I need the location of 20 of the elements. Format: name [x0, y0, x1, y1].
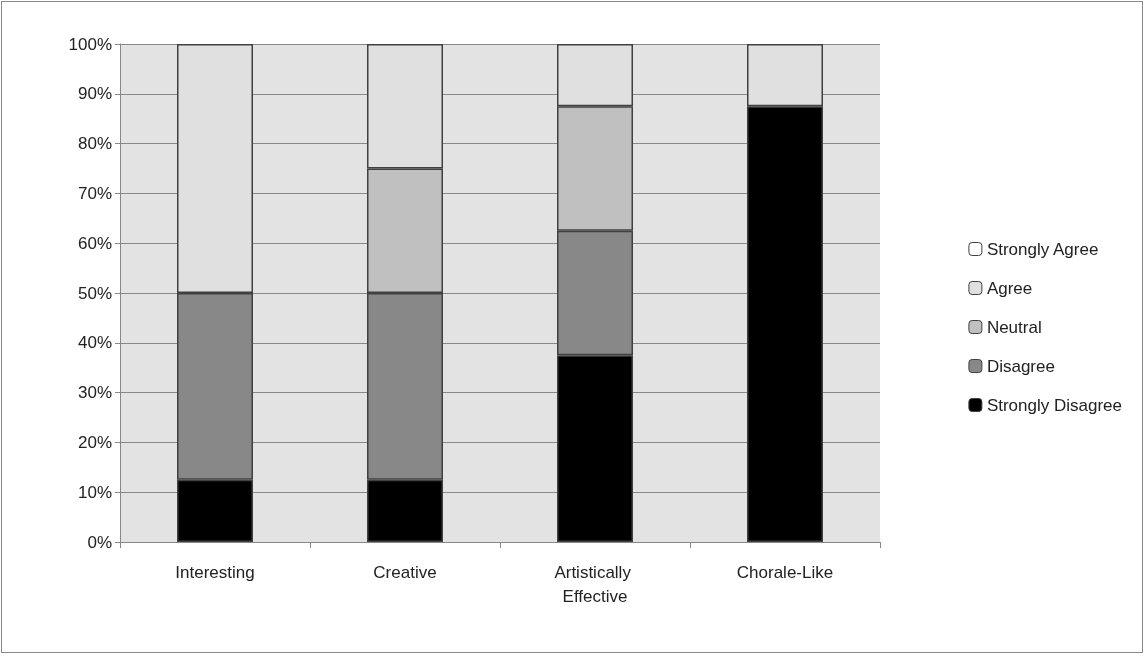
y-tick-label: 0% — [87, 532, 112, 552]
x-tick-label: Artistically Effective — [554, 562, 636, 606]
y-tick-label: 90% — [77, 84, 112, 104]
x-tick-label: Interesting — [175, 562, 255, 582]
x-tick-label: Creative — [373, 562, 437, 582]
legend-label: Disagree — [986, 356, 1055, 376]
y-tick-label: 40% — [77, 333, 112, 353]
x-tick-label: Chorale-Like — [736, 562, 834, 582]
legend-label: Strongly Agree — [986, 239, 1099, 259]
y-tick-label: 10% — [77, 482, 112, 502]
legend-label: Neutral — [986, 317, 1042, 337]
y-tick-label: 80% — [77, 134, 112, 154]
y-tick-label: 50% — [77, 283, 112, 303]
legend-label: Strongly Disagree — [986, 395, 1122, 415]
y-tick-label: 30% — [77, 383, 112, 403]
y-tick-label: 70% — [77, 183, 112, 203]
y-tick-label: 60% — [77, 233, 112, 253]
legend-label: Agree — [986, 278, 1033, 298]
y-tick-label: 100% — [68, 34, 112, 54]
y-tick-label: 20% — [77, 432, 112, 452]
